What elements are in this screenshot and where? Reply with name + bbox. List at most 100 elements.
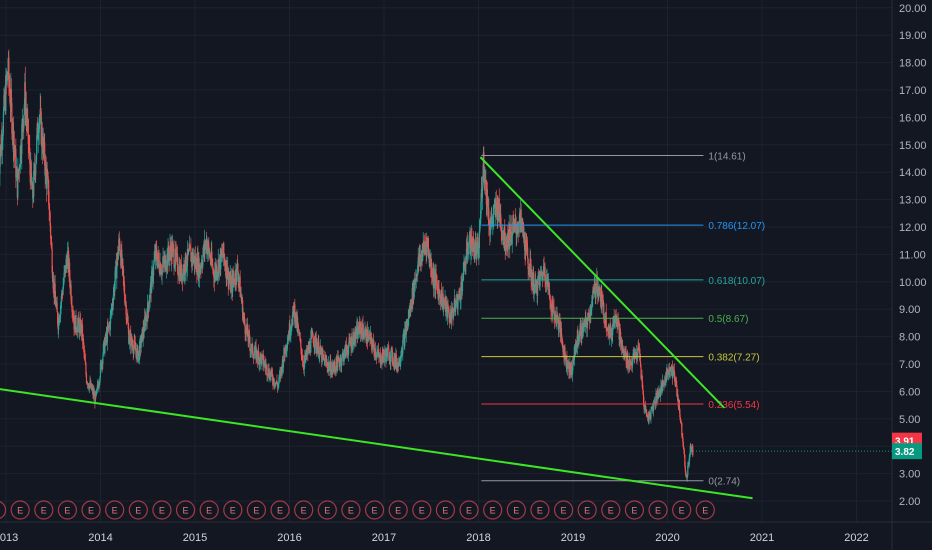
candle-body — [44, 142, 46, 166]
earnings-marker[interactable] — [175, 500, 196, 520]
candle-body — [426, 238, 428, 241]
candle-body — [535, 280, 538, 294]
candle-body — [433, 276, 435, 287]
earnings-marker[interactable] — [648, 500, 668, 520]
earnings-marker[interactable] — [105, 500, 125, 520]
candle-body — [548, 282, 550, 290]
fibonacci-retracement[interactable]: 1(14.61) 0.786(12.07) 0.618(10.07) 0.5(8.67… — [481, 151, 765, 488]
candle-body — [613, 315, 615, 323]
candle-body — [509, 227, 511, 246]
earnings-marker[interactable] — [341, 500, 361, 520]
candle-body — [457, 295, 460, 299]
candle-body — [155, 245, 157, 250]
trendlines[interactable] — [0, 156, 753, 500]
y-tick-label: 20.00 — [899, 3, 927, 15]
earnings-marker[interactable] — [672, 500, 692, 520]
earnings-marker[interactable] — [530, 500, 550, 520]
candle-body — [448, 312, 450, 319]
candle-body — [22, 119, 24, 126]
earnings-marker[interactable] — [128, 500, 148, 520]
candle-body — [405, 326, 407, 336]
candle-body — [209, 255, 211, 261]
earnings-marker[interactable] — [34, 500, 54, 520]
candle-body — [31, 178, 33, 190]
candle-body — [398, 358, 400, 365]
candle-body — [151, 270, 153, 293]
earnings-marker[interactable] — [317, 500, 337, 520]
candle-body — [590, 311, 592, 316]
candle-body — [379, 353, 382, 364]
candle-body — [556, 314, 559, 317]
candle-body — [680, 419, 682, 423]
earnings-marker[interactable] — [624, 500, 645, 520]
candle-body — [155, 245, 157, 259]
x-axis[interactable]: 2013 2014 2015 2016 2017 2018 2019 2020 2021 2022 — [0, 521, 932, 544]
earnings-marker[interactable] — [57, 500, 78, 520]
candle-body — [399, 362, 401, 365]
candle-body — [476, 242, 479, 245]
earnings-markers[interactable]: EEEEEEEEEEEEEEEEEEEEEEEEEEEEEEE — [0, 500, 715, 520]
earnings-marker[interactable] — [199, 500, 219, 520]
candle-body — [244, 325, 246, 334]
candle-body — [271, 373, 274, 381]
earnings-marker[interactable] — [459, 500, 479, 520]
candle-body — [28, 143, 30, 148]
candle-body — [220, 250, 222, 270]
earnings-marker[interactable] — [506, 500, 526, 520]
candle-body — [102, 344, 104, 356]
candle-body — [479, 219, 481, 226]
earnings-marker[interactable] — [364, 500, 385, 520]
candle-body — [552, 300, 554, 307]
earnings-marker[interactable] — [270, 500, 290, 520]
earnings-marker[interactable] — [10, 500, 30, 520]
earnings-marker[interactable] — [0, 501, 7, 519]
candle-body — [480, 201, 482, 220]
earnings-marker[interactable] — [246, 500, 267, 520]
candle-body — [592, 290, 594, 292]
earnings-marker[interactable] — [388, 500, 408, 520]
earnings-marker[interactable] — [294, 500, 314, 520]
support-trendline[interactable] — [0, 386, 753, 500]
resistance-trendline[interactable] — [479, 156, 725, 409]
y-tick-label: 3.00 — [899, 469, 920, 481]
price-tags: 3.913.82 — [693, 432, 922, 460]
earnings-marker[interactable] — [223, 500, 243, 520]
earnings-marker[interactable] — [152, 500, 172, 520]
candle-body — [300, 339, 302, 348]
candle-body — [302, 360, 304, 367]
candle-body — [515, 226, 517, 235]
earnings-marker[interactable] — [412, 500, 432, 520]
earnings-marker[interactable] — [553, 500, 574, 520]
earnings-marker[interactable] — [577, 500, 597, 520]
candle-body — [268, 368, 270, 377]
earnings-marker[interactable] — [695, 500, 715, 520]
candle-body — [228, 278, 230, 286]
candle-body — [492, 214, 494, 218]
candle-body — [470, 251, 472, 255]
candle-body — [345, 344, 347, 357]
candle-body — [676, 385, 678, 397]
candle-body — [595, 289, 597, 294]
candle-body — [395, 354, 397, 367]
candle-body — [145, 316, 147, 326]
candle-body — [607, 327, 609, 331]
earnings-marker[interactable] — [81, 500, 101, 520]
candle-body — [438, 288, 440, 291]
candle-body — [631, 358, 634, 366]
candle-body — [419, 253, 421, 263]
candle-body — [75, 329, 78, 332]
candle-body — [25, 107, 27, 117]
candle-body — [646, 416, 648, 418]
earnings-marker[interactable] — [483, 500, 503, 520]
candle-body — [180, 264, 183, 280]
candle-body — [687, 465, 689, 476]
y-tick-label: 12.00 — [899, 222, 927, 234]
earnings-marker[interactable] — [435, 500, 456, 520]
candle-body — [188, 250, 190, 252]
candle-body — [666, 369, 669, 373]
earnings-marker[interactable] — [601, 500, 621, 520]
candle-body — [661, 380, 664, 392]
candle-body — [582, 324, 584, 332]
candle-body — [438, 288, 440, 299]
